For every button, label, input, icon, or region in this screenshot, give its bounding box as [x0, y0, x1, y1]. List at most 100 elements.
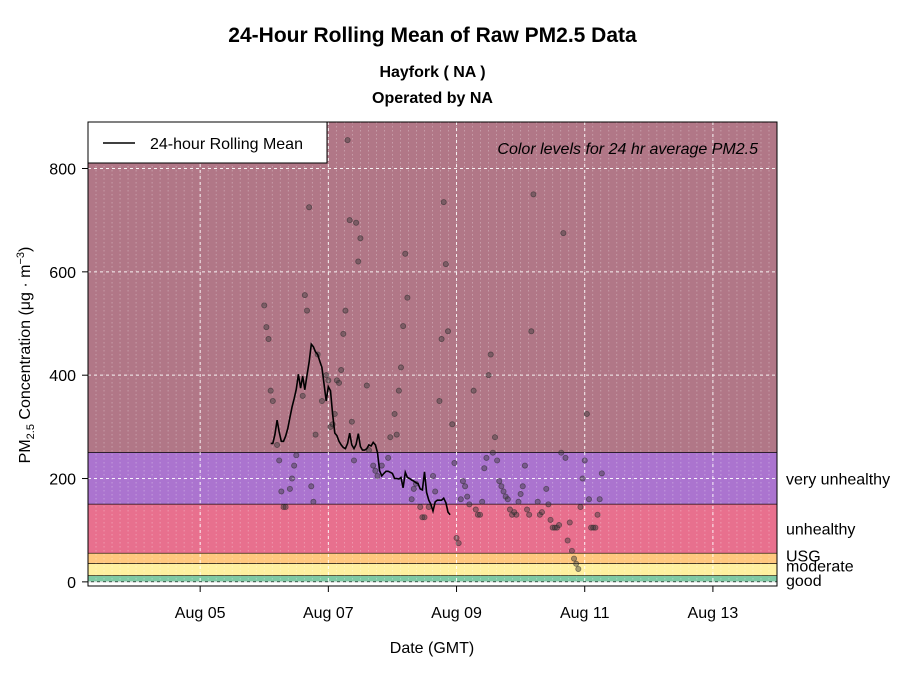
data-point	[588, 524, 595, 531]
data-point	[564, 537, 571, 544]
color-levels-annotation: Color levels for 24 hr average PM2.5	[497, 141, 758, 158]
data-point	[517, 491, 524, 498]
data-point	[526, 511, 533, 518]
data-point	[308, 483, 315, 490]
data-point	[462, 483, 469, 490]
data-point	[432, 488, 439, 495]
data-point	[301, 292, 308, 299]
data-point	[504, 496, 511, 503]
data-point	[419, 514, 426, 521]
data-point	[573, 560, 580, 567]
aqi-band-moderate	[88, 563, 777, 576]
data-point	[455, 540, 462, 547]
grid-lines	[88, 122, 777, 586]
data-point	[466, 501, 473, 508]
data-point	[579, 475, 586, 482]
data-point	[397, 364, 404, 371]
data-point	[583, 410, 590, 417]
data-point	[496, 478, 503, 485]
data-point	[549, 524, 556, 531]
data-point	[365, 447, 372, 454]
data-point	[350, 457, 357, 464]
data-point	[372, 467, 379, 474]
data-point	[278, 488, 285, 495]
x-tick-label: Aug 05	[175, 605, 226, 622]
band-label-very-unhealthy: very unhealthy	[786, 471, 890, 488]
y-tick-label: 600	[49, 265, 76, 282]
data-point	[286, 485, 293, 492]
data-point	[489, 449, 496, 456]
data-point	[571, 555, 578, 562]
data-point	[585, 496, 592, 503]
x-axis: Aug 05 Aug 07 Aug 09 Aug 11 Aug 13	[175, 586, 738, 622]
data-point	[346, 217, 353, 224]
data-point	[491, 434, 498, 441]
data-point	[336, 379, 343, 386]
data-point	[451, 460, 458, 467]
data-point	[318, 398, 325, 405]
data-point	[566, 519, 573, 526]
data-point	[487, 351, 494, 358]
data-point	[483, 454, 490, 461]
data-point	[280, 503, 287, 510]
data-point	[310, 498, 317, 505]
data-point	[530, 191, 537, 198]
data-point	[261, 302, 268, 309]
data-point	[534, 498, 541, 505]
chart-subtitle-site: Hayfork ( NA )	[379, 64, 486, 81]
data-point	[459, 478, 466, 485]
data-point	[538, 509, 545, 516]
data-point	[442, 261, 449, 268]
y-tick-label: 400	[49, 368, 76, 385]
plot-frame	[87, 121, 778, 587]
data-point	[357, 235, 364, 242]
data-point	[342, 307, 349, 314]
data-point	[543, 485, 550, 492]
chart-title: 24-Hour Rolling Mean of Raw PM2.5 Data	[228, 24, 637, 47]
data-point	[547, 516, 554, 523]
data-point	[596, 496, 603, 503]
data-point	[408, 496, 415, 503]
legend-label: 24-hour Rolling Mean	[150, 136, 303, 153]
y-axis: 0 200 400 600 800	[49, 162, 88, 592]
data-point	[370, 462, 377, 469]
data-point	[464, 493, 471, 500]
data-point	[387, 434, 394, 441]
data-point	[513, 511, 520, 518]
data-point	[449, 421, 456, 428]
data-point	[282, 503, 289, 510]
data-point	[269, 398, 276, 405]
x-tick-label: Aug 09	[431, 605, 482, 622]
data-point	[391, 410, 398, 417]
aqi-band-hazardous	[88, 122, 777, 453]
data-point	[393, 431, 400, 438]
data-point	[577, 503, 584, 510]
x-axis-title: Date (GMT)	[390, 640, 474, 657]
data-point	[592, 524, 599, 531]
legend: 24-hour Rolling Mean	[87, 121, 328, 164]
data-point	[291, 462, 298, 469]
y-tick-label: 800	[49, 162, 76, 179]
data-point	[594, 511, 601, 518]
data-point	[404, 294, 411, 301]
data-point	[400, 323, 407, 330]
band-label-good: good	[786, 573, 822, 590]
data-point	[545, 501, 552, 508]
data-point	[363, 382, 370, 389]
band-label-usg: USG	[786, 549, 821, 566]
band-label-unhealthy: unhealthy	[786, 522, 855, 539]
data-point	[276, 457, 283, 464]
data-point	[498, 483, 505, 490]
data-point	[581, 457, 588, 464]
data-point	[474, 511, 481, 518]
data-point	[374, 472, 381, 479]
data-point	[479, 498, 486, 505]
chart-subtitle-operator: Operated by NA	[372, 90, 493, 107]
data-point	[560, 230, 567, 237]
data-point	[289, 475, 296, 482]
data-point	[355, 258, 362, 265]
data-point	[312, 431, 319, 438]
data-point	[568, 547, 575, 554]
data-point	[440, 199, 447, 206]
